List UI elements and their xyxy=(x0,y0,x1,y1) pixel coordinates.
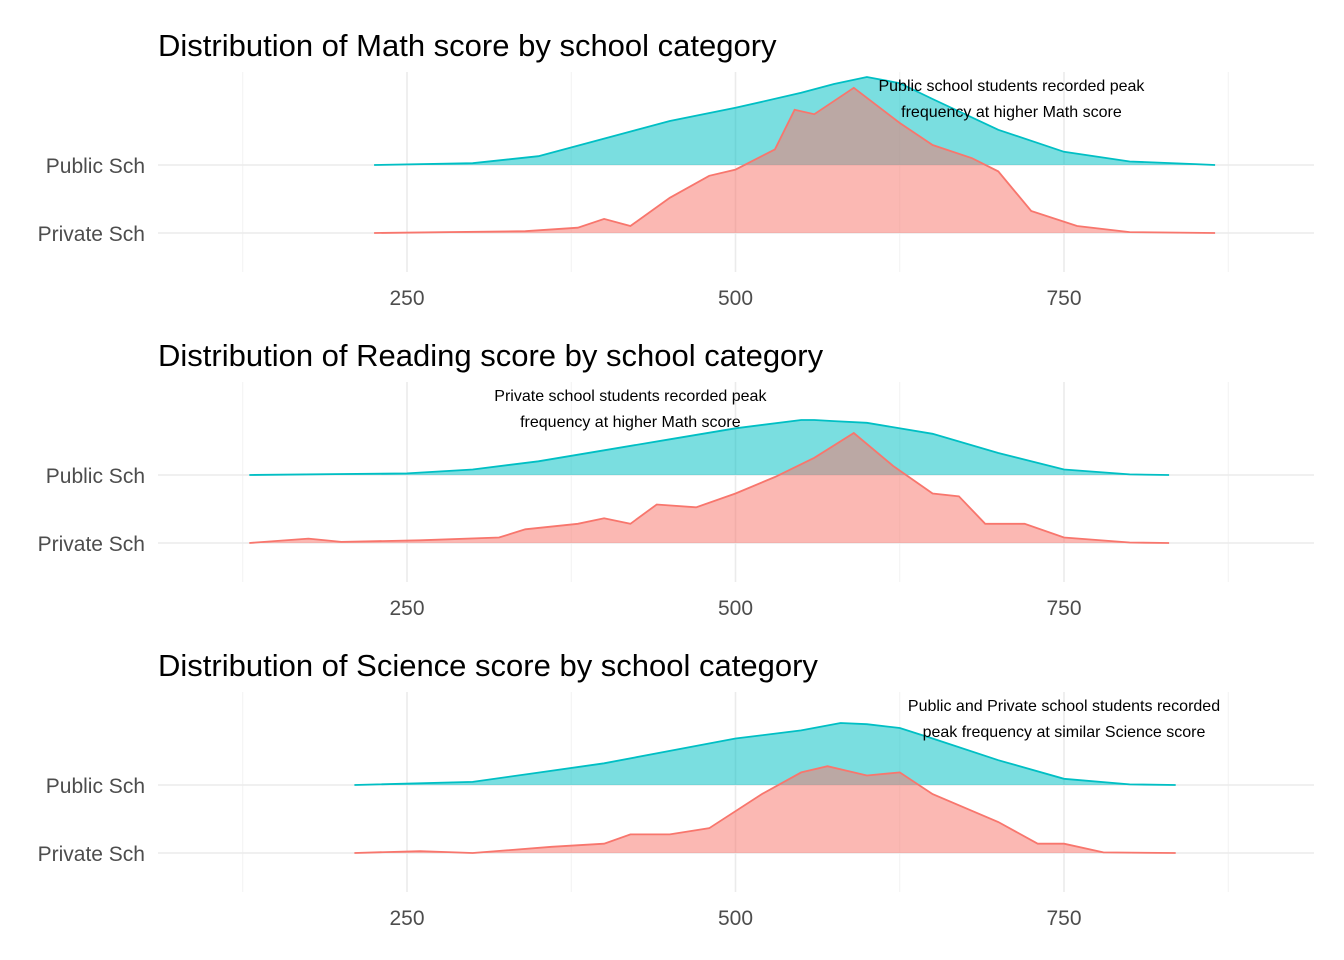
panel-3: Distribution of Science score by school … xyxy=(38,648,1314,930)
x-tick-label: 750 xyxy=(1046,597,1081,620)
x-tick-label: 250 xyxy=(389,287,424,310)
annotation-text: Public school students recorded peak xyxy=(878,78,1145,95)
x-tick-label: 500 xyxy=(718,597,753,620)
panel-1: Distribution of Math score by school cat… xyxy=(38,28,1314,310)
x-tick-label: 250 xyxy=(389,907,424,930)
category-label: Public Sch xyxy=(46,465,145,488)
density-area-private-sch xyxy=(354,766,1176,853)
category-label: Private Sch xyxy=(38,843,145,866)
panel-title: Distribution of Reading score by school … xyxy=(158,338,824,373)
density-line-private-sch xyxy=(374,86,1216,234)
density-area-public-sch xyxy=(249,420,1170,475)
x-tick-label: 250 xyxy=(389,597,424,620)
category-label: Private Sch xyxy=(38,223,145,246)
annotation-text: peak frequency at similar Science score xyxy=(923,724,1206,741)
x-tick-label: 500 xyxy=(718,287,753,310)
panel-title: Distribution of Math score by school cat… xyxy=(158,28,777,63)
panel-2: Distribution of Reading score by school … xyxy=(38,338,1314,620)
annotation-text: frequency at higher Math score xyxy=(901,104,1122,121)
x-tick-label: 750 xyxy=(1046,287,1081,310)
density-area-public-sch xyxy=(354,723,1176,785)
density-line-private-sch xyxy=(249,431,1170,544)
density-area-private-sch xyxy=(374,87,1216,233)
density-line-private-sch xyxy=(354,765,1176,854)
category-label: Public Sch xyxy=(46,155,145,178)
category-label: Public Sch xyxy=(46,775,145,798)
x-tick-label: 500 xyxy=(718,907,753,930)
density-line-public-sch xyxy=(249,419,1170,476)
density-line-public-sch xyxy=(374,76,1216,166)
annotation-text: Private school students recorded peak xyxy=(494,388,767,405)
category-label: Private Sch xyxy=(38,533,145,556)
x-tick-label: 750 xyxy=(1046,907,1081,930)
panel-title: Distribution of Science score by school … xyxy=(158,648,818,683)
density-area-private-sch xyxy=(249,433,1170,543)
density-line-public-sch xyxy=(354,722,1176,786)
annotation-text: frequency at higher Math score xyxy=(520,414,741,431)
annotation-text: Public and Private school students recor… xyxy=(908,698,1220,715)
